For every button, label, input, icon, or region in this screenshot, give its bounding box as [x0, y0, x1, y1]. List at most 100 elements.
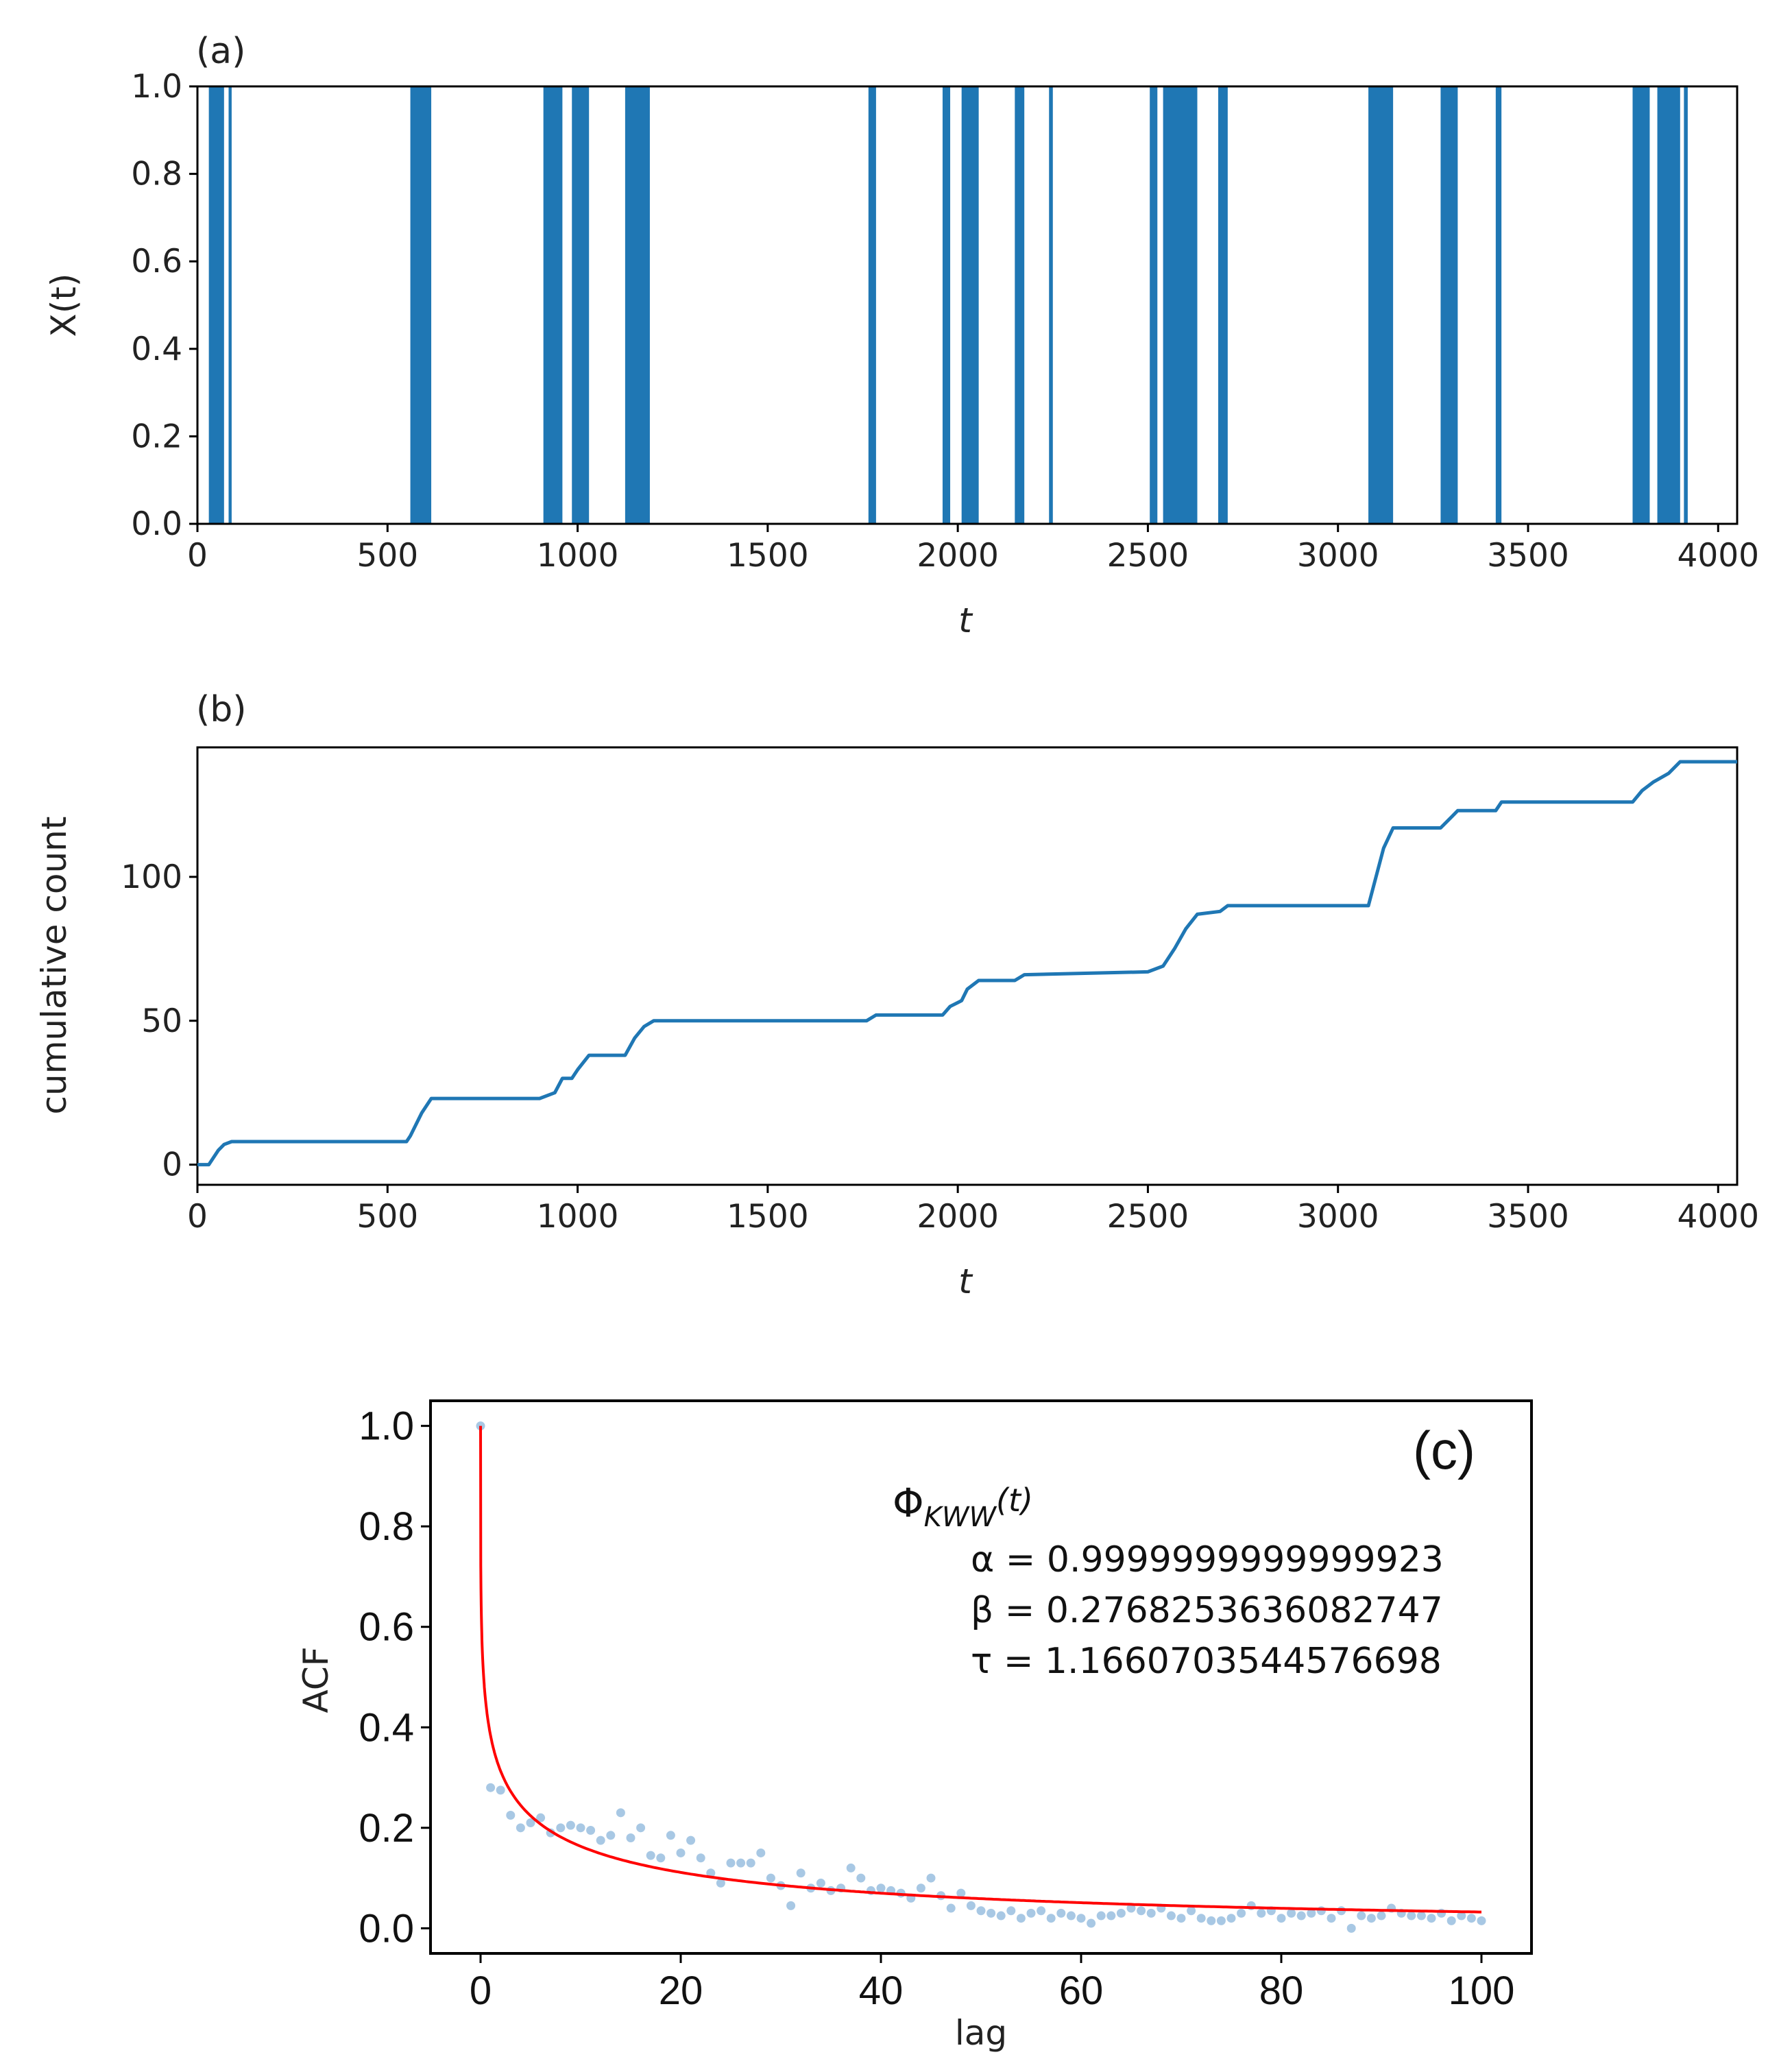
- acf-point: [926, 1873, 936, 1883]
- acf-point: [1446, 1916, 1456, 1925]
- acf-point: [1087, 1918, 1096, 1928]
- panel-a-ytick-label: 0.4: [131, 330, 182, 368]
- panel-c-ytick-label: 0.4: [359, 1705, 414, 1750]
- acf-point: [1166, 1911, 1176, 1920]
- acf-point: [756, 1848, 766, 1857]
- acf-point: [1176, 1914, 1186, 1923]
- event-bar: [625, 86, 650, 524]
- acf-point: [696, 1853, 705, 1863]
- panel-b-ytick-label: 100: [121, 858, 182, 896]
- acf-point: [1287, 1908, 1296, 1918]
- acf-point: [966, 1901, 976, 1910]
- panel-a-xtick-label: 2500: [1107, 537, 1189, 575]
- panel-c-xtick-label: 80: [1259, 1968, 1304, 2013]
- acf-point: [1106, 1911, 1116, 1920]
- panel-a-xtick-label: 1500: [727, 537, 809, 575]
- acf-point: [726, 1858, 736, 1868]
- panel-a-ytick-label: 0.6: [131, 243, 182, 280]
- panel-a-xtick-label: 3500: [1487, 537, 1569, 575]
- fit-label: ΦKWW(t): [893, 1480, 1033, 1533]
- acf-point: [1006, 1906, 1016, 1916]
- acf-point: [586, 1825, 596, 1835]
- acf-point: [606, 1831, 616, 1840]
- acf-point: [1126, 1903, 1136, 1913]
- acf-point: [686, 1835, 696, 1845]
- acf-point: [1076, 1914, 1086, 1923]
- acf-point: [786, 1901, 796, 1910]
- acf-point: [536, 1813, 546, 1822]
- acf-point: [796, 1868, 806, 1878]
- panel-c-xlabel: lag: [955, 2013, 1007, 2053]
- panel-b-ytick-label: 50: [141, 1002, 182, 1040]
- fit-tau: τ = 1.1660703544576698: [971, 1641, 1442, 1682]
- acf-point: [1427, 1914, 1436, 1923]
- event-bar: [1218, 86, 1228, 524]
- event-bar: [1440, 86, 1458, 524]
- acf-point: [1466, 1914, 1476, 1923]
- acf-point: [1237, 1908, 1246, 1918]
- acf-point: [636, 1823, 646, 1833]
- panel-b: (b) 0 500 1000 1500 2000 2500 3000 3500 4000 0 50…: [34, 689, 1759, 1301]
- acf-point: [1046, 1914, 1056, 1923]
- panel-c-ytick-label: 1.0: [359, 1404, 414, 1449]
- panel-c-xtick-label: 20: [659, 1968, 703, 2013]
- acf-point: [956, 1888, 966, 1898]
- acf-point: [1407, 1911, 1416, 1920]
- acf-point: [646, 1851, 655, 1860]
- event-bar: [208, 86, 224, 524]
- acf-point: [986, 1908, 996, 1918]
- acf-point: [1146, 1908, 1156, 1918]
- event-bar: [1495, 86, 1502, 524]
- acf-point: [1457, 1911, 1466, 1920]
- panel-c-label: (c): [1413, 1420, 1475, 1480]
- acf-point: [946, 1903, 956, 1913]
- panel-a-xtick-label: 1000: [537, 537, 619, 575]
- acf-point: [766, 1873, 775, 1883]
- panel-b-xtick-label: 0: [187, 1198, 208, 1236]
- acf-point: [1207, 1916, 1216, 1925]
- acf-point: [616, 1808, 625, 1818]
- event-bar: [1368, 86, 1394, 524]
- acf-point: [1026, 1908, 1036, 1918]
- acf-point: [496, 1785, 505, 1795]
- acf-point: [1096, 1911, 1106, 1920]
- acf-point: [626, 1833, 635, 1842]
- event-bar: [1684, 86, 1688, 524]
- acf-point: [1116, 1908, 1126, 1918]
- panel-c-ylabel: ACF: [296, 1647, 336, 1713]
- acf-point: [1346, 1923, 1356, 1933]
- acf-point: [1366, 1914, 1376, 1923]
- panel-b-ytick-label: 0: [162, 1146, 182, 1184]
- panel-c-ytick-label: 0.8: [359, 1504, 414, 1549]
- panel-c: 0 20 40 60 80 100 0.0 0.2 0.4 0.6 0.8 1.0 (c) ΦKWW…: [296, 1399, 1533, 2053]
- panel-c-ytick-label: 0.6: [359, 1605, 414, 1650]
- acf-point: [1477, 1916, 1486, 1925]
- acf-point: [1257, 1908, 1266, 1918]
- acf-point: [656, 1853, 666, 1863]
- panel-b-xtick-label: 2500: [1107, 1198, 1189, 1236]
- acf-point: [676, 1848, 686, 1857]
- panel-a-xtick-label: 2000: [917, 537, 999, 575]
- acf-point: [876, 1883, 886, 1893]
- panel-b-xtick-label: 2000: [917, 1198, 999, 1236]
- acf-point: [1037, 1906, 1046, 1916]
- acf-point: [706, 1868, 716, 1878]
- panel-b-xlabel: t: [958, 1262, 973, 1301]
- event-bar: [543, 86, 563, 524]
- event-bar: [1049, 86, 1053, 524]
- acf-point: [1016, 1914, 1026, 1923]
- acf-point: [1187, 1906, 1196, 1916]
- panel-a-frame: [196, 85, 1739, 525]
- panel-a-xtick-label: 0: [187, 537, 208, 575]
- acf-point: [1137, 1906, 1146, 1916]
- acf-point: [1276, 1914, 1286, 1923]
- acf-point: [916, 1883, 925, 1893]
- acf-point: [1327, 1914, 1336, 1923]
- acf-point: [816, 1878, 825, 1888]
- panel-a-xtick-label: 500: [356, 537, 418, 575]
- event-bar: [572, 86, 590, 524]
- acf-point: [976, 1906, 986, 1916]
- acf-point: [996, 1911, 1006, 1920]
- event-bar: [1632, 86, 1650, 524]
- acf-point: [516, 1823, 525, 1833]
